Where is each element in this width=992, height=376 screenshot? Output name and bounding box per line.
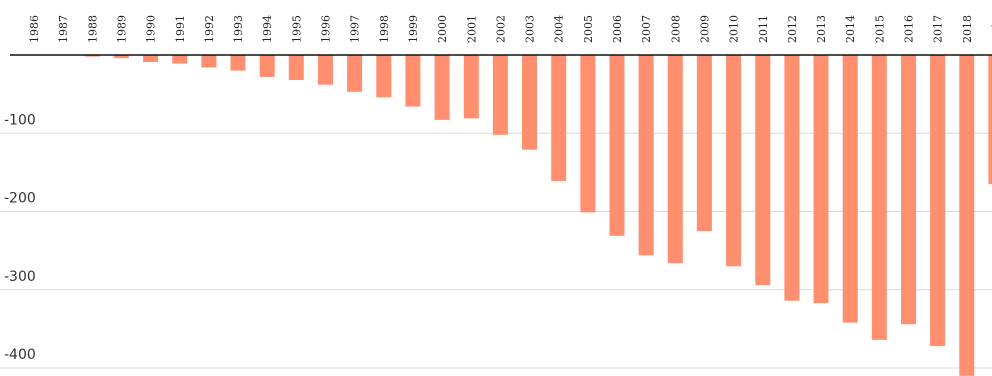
bar-1988: [84, 55, 100, 57]
x-tick-label: 1991: [174, 15, 187, 43]
x-tick-label: 2017: [932, 15, 945, 43]
bar-1997: [347, 55, 363, 92]
bar-2015: [871, 55, 887, 340]
bar-2016: [901, 55, 916, 325]
y-tick-label: -400: [4, 347, 36, 363]
x-tick-label: 1989: [115, 15, 128, 43]
y-tick-label: -100: [4, 112, 36, 128]
x-tick-label: 2015: [873, 15, 886, 43]
x-tick-label: 2005: [582, 15, 595, 43]
x-tick-label: 2011: [757, 15, 770, 43]
bar-2001: [463, 55, 479, 119]
bar-1998: [376, 55, 392, 98]
x-tick-label: 2001: [465, 15, 478, 43]
bar-2008: [667, 55, 683, 264]
bar-2011: [755, 55, 771, 286]
x-tick-label: 2009: [698, 15, 711, 43]
y-tick-label: -300: [4, 269, 36, 285]
x-tick-label: 1994: [261, 15, 274, 43]
bar-1995: [288, 55, 304, 80]
x-tick-label: 2013: [815, 15, 828, 43]
bar-1991: [172, 55, 188, 64]
x-tick-label: 1996: [320, 15, 333, 43]
x-tick-label: 1990: [145, 15, 158, 43]
x-tick-label: 1988: [86, 15, 99, 43]
bar-2005: [580, 55, 596, 213]
x-tick-label: 1993: [232, 15, 245, 43]
x-tick-label: 2000: [436, 15, 449, 43]
bar-2009: [696, 55, 712, 232]
x-tick-label: 1992: [203, 15, 216, 43]
x-tick-label: 1997: [349, 15, 362, 43]
x-tick-label: 2002: [494, 15, 507, 43]
x-tick-label: 2004: [553, 15, 566, 43]
x-tick-label: 2006: [611, 15, 624, 43]
y-tick-labels: -100 -200 -300 -400: [4, 112, 36, 363]
bar-2019: [988, 55, 992, 185]
bar-1994: [259, 55, 275, 77]
bar-2002: [492, 55, 508, 135]
x-tick-label: 2010: [728, 15, 741, 43]
bar-2000: [434, 55, 450, 120]
bar-2018: [959, 55, 975, 376]
x-tick-label: 1986: [28, 15, 41, 43]
bar-2013: [813, 55, 829, 304]
bar-2017: [930, 55, 946, 347]
bar-1999: [405, 55, 421, 107]
x-tick-label: 1998: [378, 15, 391, 43]
x-tick-label: 2008: [669, 15, 682, 43]
x-tick-label: 2007: [640, 15, 653, 43]
x-tick-label: 2003: [524, 15, 537, 43]
bar-2014: [842, 55, 858, 323]
x-tick-label: 2019: [990, 15, 992, 43]
x-tick-labels: 1986 1987 1988 1989 1990 1991 1992 1993 1994 1995…: [28, 15, 992, 43]
bar-2006: [609, 55, 625, 236]
bar-2012: [784, 55, 800, 301]
bar-2010: [726, 55, 742, 267]
x-tick-label: 2016: [903, 15, 916, 43]
x-tick-label: 2012: [786, 15, 799, 43]
bars: [84, 55, 992, 376]
bar-1993: [230, 55, 246, 71]
y-tick-label: -200: [4, 191, 36, 207]
bar-2004: [551, 55, 567, 181]
x-tick-label: 2014: [844, 15, 857, 43]
bar-1992: [201, 55, 217, 68]
x-tick-label: 1987: [57, 15, 70, 43]
bar-1996: [318, 55, 333, 85]
x-tick-label: 1999: [407, 15, 420, 43]
x-tick-label: 1995: [290, 15, 303, 43]
bar-1990: [143, 55, 159, 62]
bar-2003: [522, 55, 537, 150]
x-tick-label: 2018: [961, 15, 974, 43]
bar-2007: [638, 55, 654, 256]
bar-1989: [113, 55, 129, 59]
